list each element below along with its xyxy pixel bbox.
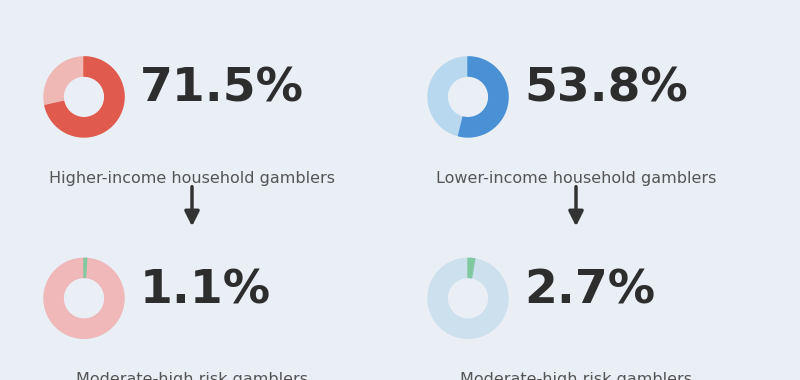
Polygon shape xyxy=(44,57,124,137)
Polygon shape xyxy=(84,258,86,277)
Polygon shape xyxy=(468,258,474,278)
Text: 1.1%: 1.1% xyxy=(140,268,271,313)
Text: 2.7%: 2.7% xyxy=(524,268,655,313)
Text: Higher-income household gamblers: Higher-income household gamblers xyxy=(49,171,335,186)
Polygon shape xyxy=(45,57,124,137)
Text: Lower-income household gamblers: Lower-income household gamblers xyxy=(436,171,716,186)
Polygon shape xyxy=(428,57,508,137)
Polygon shape xyxy=(428,258,508,338)
Text: 71.5%: 71.5% xyxy=(140,67,304,112)
Text: 53.8%: 53.8% xyxy=(524,67,688,112)
Text: Moderate-high risk gamblers: Moderate-high risk gamblers xyxy=(76,372,308,380)
Text: Moderate-high risk gamblers: Moderate-high risk gamblers xyxy=(460,372,692,380)
Polygon shape xyxy=(44,258,124,338)
Polygon shape xyxy=(458,57,508,137)
